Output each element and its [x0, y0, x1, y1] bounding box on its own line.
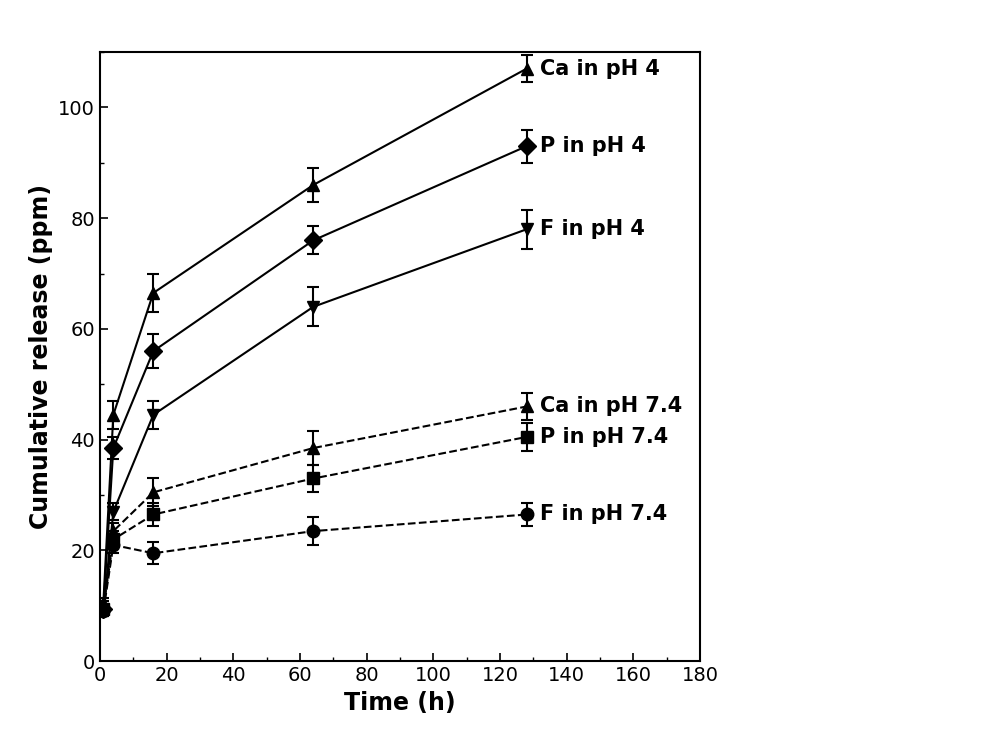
Text: Ca in pH 7.4: Ca in pH 7.4: [540, 397, 682, 417]
Text: P in pH 4: P in pH 4: [540, 136, 646, 156]
Y-axis label: Cumulative release (ppm): Cumulative release (ppm): [29, 184, 53, 529]
Text: P in pH 7.4: P in pH 7.4: [540, 427, 668, 447]
Text: F in pH 7.4: F in pH 7.4: [540, 504, 667, 525]
X-axis label: Time (h): Time (h): [344, 691, 456, 715]
Text: Ca in pH 4: Ca in pH 4: [540, 59, 660, 79]
Text: F in pH 4: F in pH 4: [540, 219, 645, 239]
